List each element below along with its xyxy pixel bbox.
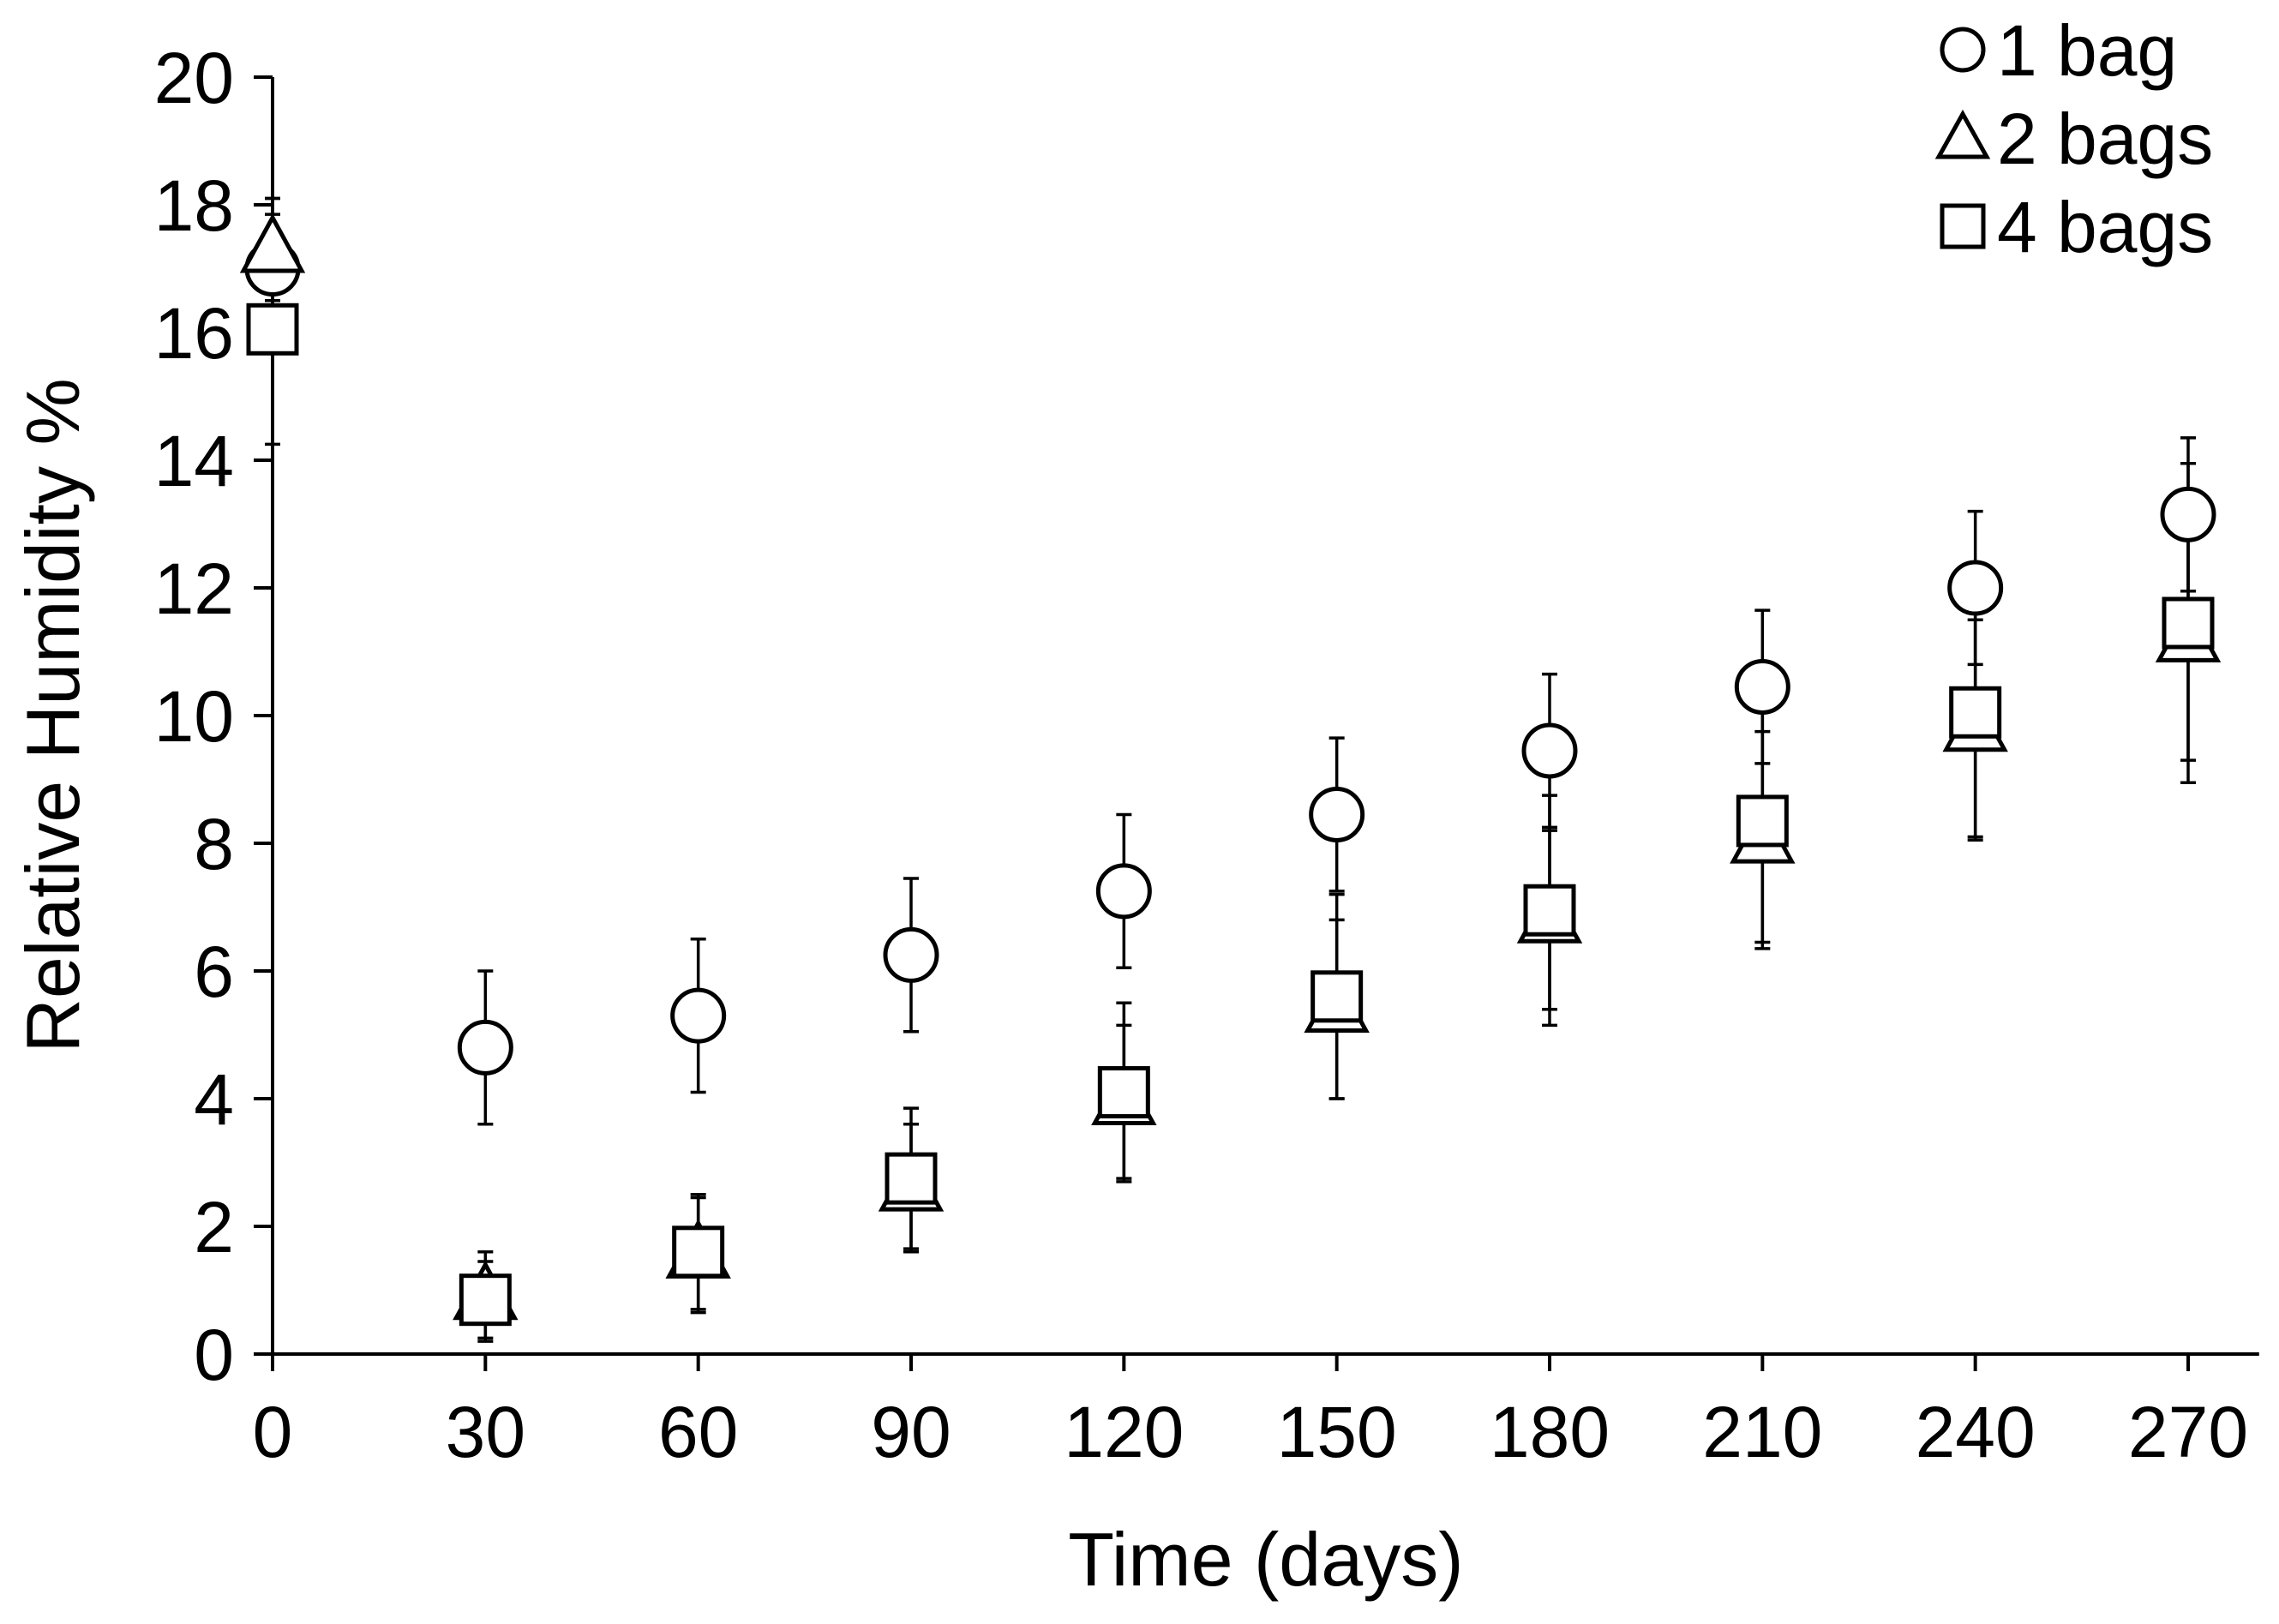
x-tick-label: 210: [1702, 1392, 1822, 1472]
series-triangle: [265, 196, 2196, 1343]
y-tick-label: 20: [154, 38, 234, 118]
point-square: [885, 1152, 938, 1205]
legend-marker-square: [1940, 203, 1986, 249]
x-tick-label: 0: [253, 1392, 293, 1472]
point-square: [1523, 884, 1576, 937]
point-square: [1310, 970, 1364, 1023]
x-tick-label: 150: [1277, 1392, 1397, 1472]
legend-label: 2 bags: [1997, 99, 2213, 179]
point-circle: [670, 987, 727, 1044]
y-tick-label: 4: [194, 1059, 234, 1140]
legend-label: 4 bags: [1997, 187, 2213, 267]
point-square: [1949, 686, 2002, 739]
y-tick-label: 12: [154, 548, 234, 629]
y-tick-label: 18: [154, 165, 234, 246]
point-square: [1097, 1066, 1150, 1119]
y-axis-title: Relative Humidity %: [10, 378, 95, 1052]
legend-marker-triangle: [1934, 109, 1991, 159]
series-circle: [265, 196, 2196, 1126]
point-square: [672, 1225, 725, 1279]
point-circle: [1521, 722, 1578, 779]
point-circle: [1947, 560, 2004, 616]
point-circle: [1095, 863, 1152, 920]
series-square: [265, 213, 2196, 1340]
point-square: [1736, 794, 1789, 848]
x-tick-label: 240: [1916, 1392, 2036, 1472]
y-tick-label: 10: [154, 676, 234, 757]
point-circle: [1734, 658, 1790, 715]
x-tick-label: 180: [1490, 1392, 1610, 1472]
ticks: 0 2 4 6 8 10 12 14 16 18 20 0 30 60 90 120 150 180 210 240 2…: [154, 38, 2249, 1472]
markers-triangle: [239, 213, 2222, 1321]
legend-label: 1 bag: [1997, 10, 2177, 91]
point-circle: [1309, 786, 1365, 842]
point-square: [459, 1273, 512, 1327]
legend-marker-circle: [1940, 27, 1986, 73]
x-tick-label: 120: [1064, 1392, 1184, 1472]
y-tick-label: 6: [194, 932, 234, 1012]
y-tick-label: 2: [194, 1187, 234, 1267]
x-tick-label: 60: [658, 1392, 738, 1472]
series-layer: [239, 196, 2222, 1343]
point-square: [2162, 596, 2215, 650]
x-tick-label: 30: [446, 1392, 525, 1472]
point-square: [246, 303, 299, 356]
point-circle: [883, 926, 939, 983]
y-tick-label: 0: [194, 1315, 234, 1395]
point-circle: [457, 1019, 513, 1076]
x-tick-label: 270: [2128, 1392, 2248, 1472]
y-tick-label: 16: [154, 293, 234, 374]
y-tick-label: 8: [194, 804, 234, 884]
point-triangle: [239, 213, 306, 273]
point-circle: [2160, 486, 2216, 542]
x-axis-title: Time (days): [1068, 1517, 1463, 1602]
x-tick-label: 90: [871, 1392, 951, 1472]
markers-circle: [244, 241, 2216, 1076]
y-tick-label: 14: [154, 421, 234, 501]
markers-square: [246, 303, 2215, 1327]
